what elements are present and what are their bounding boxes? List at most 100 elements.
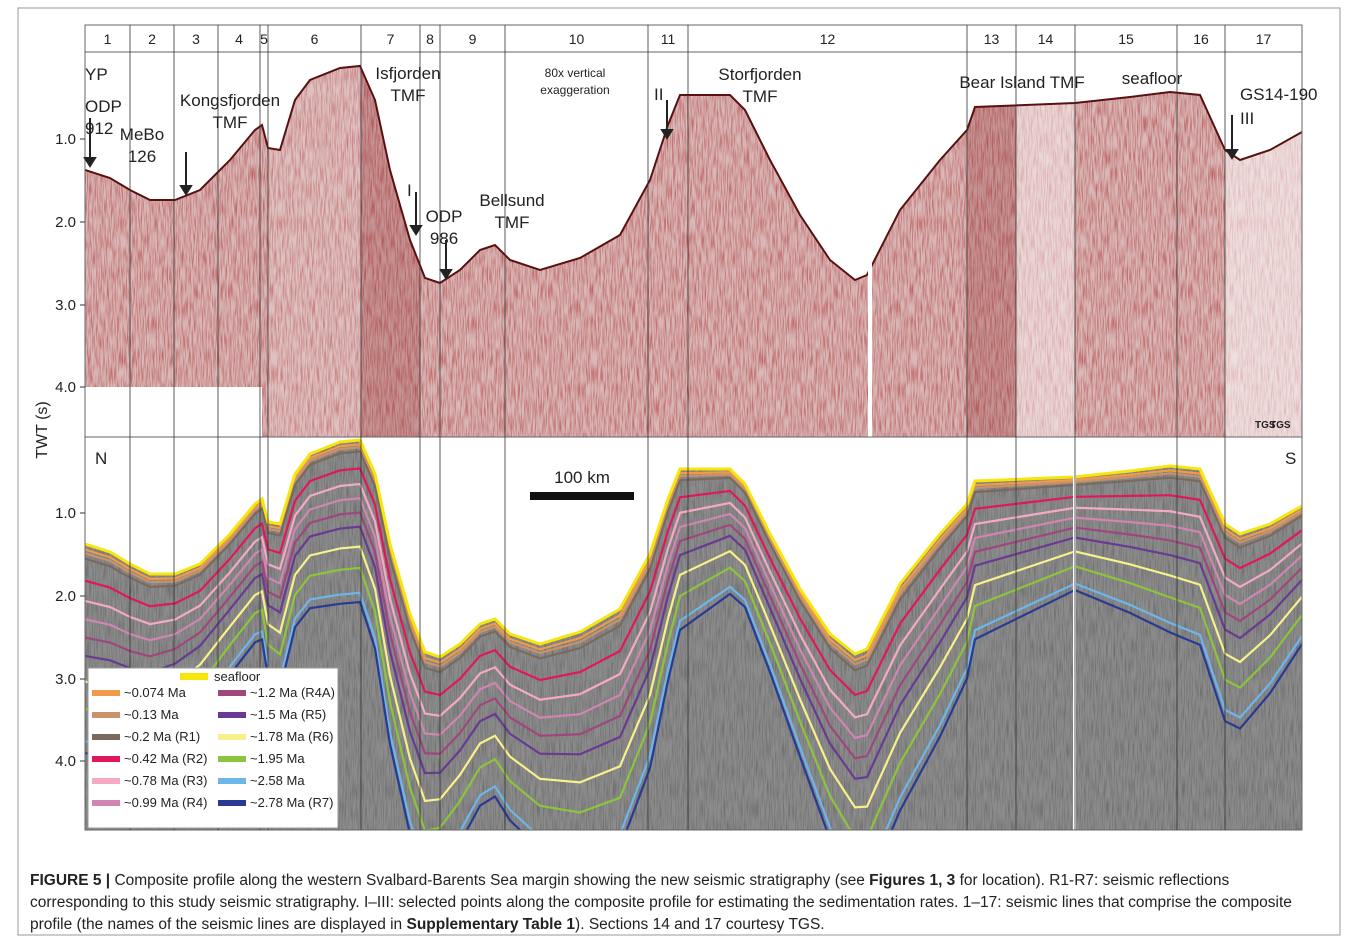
legend-label: ~0.42 Ma (R2) (124, 751, 207, 766)
legend-swatch (218, 712, 246, 718)
horizon (85, 588, 1302, 830)
legend-swatch (92, 712, 120, 718)
legend-swatch (92, 734, 120, 740)
horizon (85, 482, 1302, 719)
annotation: TMF (391, 86, 426, 105)
caption-segment: for location). R1-R7: seismic reflection… (30, 872, 1292, 933)
legend-swatch (92, 756, 120, 762)
legend-label: ~2.78 Ma (R7) (250, 795, 333, 810)
arrows (83, 100, 1239, 280)
section-number: 9 (469, 31, 477, 47)
annotation: seafloor (1122, 69, 1183, 88)
section-number: 3 (192, 31, 200, 47)
section-number: 4 (235, 31, 243, 47)
legend-label: ~2.58 Ma (250, 773, 305, 788)
legend-label: ~0.074 Ma (124, 685, 187, 700)
annotation: Bear Island TMF (959, 73, 1084, 92)
horizon (85, 467, 1302, 697)
annotation: 80x vertical (545, 66, 606, 80)
legend-label: seafloor (214, 669, 261, 684)
annotation: TMF (743, 87, 778, 106)
legend-swatch (180, 673, 208, 680)
legend-swatch (92, 778, 120, 784)
annotation: TGS (1270, 420, 1291, 431)
legend-label: ~1.78 Ma (R6) (250, 729, 333, 744)
section-number: 5 (260, 31, 268, 47)
section-number: 15 (1118, 31, 1134, 47)
top-panel (85, 52, 1302, 437)
horizon (85, 582, 1302, 830)
annotation: Kongsfjorden (180, 91, 280, 110)
section-number: 13 (984, 31, 1000, 47)
legend-swatch (218, 734, 246, 740)
legend-swatch (218, 756, 246, 762)
y-tick-label: 4.0 (55, 753, 76, 770)
seafloor-horizon (85, 438, 1302, 659)
horizon (85, 545, 1302, 809)
seismic-texture (85, 66, 1302, 437)
y-tick-label: 3.0 (55, 671, 76, 688)
legend-label: ~1.95 Ma (250, 751, 305, 766)
seafloor-reflection (85, 64, 1302, 285)
annotation: YP (85, 65, 108, 84)
y-tick-label: 3.0 (55, 297, 76, 314)
scale-bar-label: 100 km (554, 468, 610, 487)
legend-label: ~0.2 Ma (R1) (124, 729, 200, 744)
horizon (85, 525, 1302, 780)
y-tick-label: 4.0 (55, 379, 76, 396)
caption-segment: FIGURE 5 | (30, 872, 111, 889)
y-tick-label: 1.0 (55, 505, 76, 522)
horizon (85, 565, 1302, 830)
section-number: 17 (1256, 31, 1272, 47)
section-number: 14 (1038, 31, 1054, 47)
section-number: 16 (1193, 31, 1209, 47)
caption: FIGURE 5 | Composite profile along the w… (30, 870, 1330, 936)
scale-bar (530, 492, 634, 500)
section-number: 12 (820, 31, 836, 47)
annotation: 986 (430, 229, 458, 248)
caption-segment: Supplementary Table 1 (406, 916, 576, 933)
legend-swatch (92, 690, 120, 696)
panel-frame (84, 51, 1303, 831)
annotation: 126 (128, 147, 156, 166)
horizon (85, 445, 1302, 668)
section-number: 8 (426, 31, 434, 47)
legend-swatch (218, 778, 246, 784)
section-number: 10 (569, 31, 585, 47)
annotation: TMF (495, 213, 530, 232)
legend-swatch (218, 800, 246, 806)
south-label: S (1285, 449, 1296, 468)
caption-segment: ). Sections 14 and 17 courtesy TGS. (575, 916, 825, 933)
section-number: 2 (148, 31, 156, 47)
legend-label: ~0.13 Ma (124, 707, 179, 722)
horizon (85, 450, 1302, 674)
annotation: III (1240, 109, 1254, 128)
annotation: Bellsund (479, 191, 544, 210)
annotation: TGS (1255, 420, 1276, 431)
annotation: exaggeration (540, 83, 609, 97)
legend-label: ~1.2 Ma (R4A) (250, 685, 335, 700)
y-tick-label: 1.0 (55, 131, 76, 148)
legend-label: ~0.78 Ma (R3) (124, 773, 207, 788)
horizon (85, 511, 1302, 760)
section-number: 6 (311, 31, 319, 47)
legend-swatch (218, 690, 246, 696)
annotation: TMF (213, 113, 248, 132)
horizon (85, 497, 1302, 740)
section-number: 7 (387, 31, 395, 47)
section-number: 1 (104, 31, 112, 47)
annotation: ODP (85, 97, 122, 116)
caption-segment: Figures 1, 3 (869, 872, 956, 889)
annotation: ODP (426, 207, 463, 226)
annotation: I (407, 181, 412, 200)
annotation: Isfjorden (375, 64, 440, 83)
legend-label: ~0.99 Ma (R4) (124, 795, 207, 810)
annotation: Storfjorden (718, 65, 801, 84)
north-label: N (95, 449, 107, 468)
y-axis-label: TWT (s) (34, 401, 51, 458)
annotation: GS14-190 (1240, 85, 1318, 104)
y-tick-label: 2.0 (55, 214, 76, 231)
legend: seafloor ~0.074 Ma ~0.13 Ma ~0.2 Ma (R1) ~0.… (87, 667, 339, 829)
